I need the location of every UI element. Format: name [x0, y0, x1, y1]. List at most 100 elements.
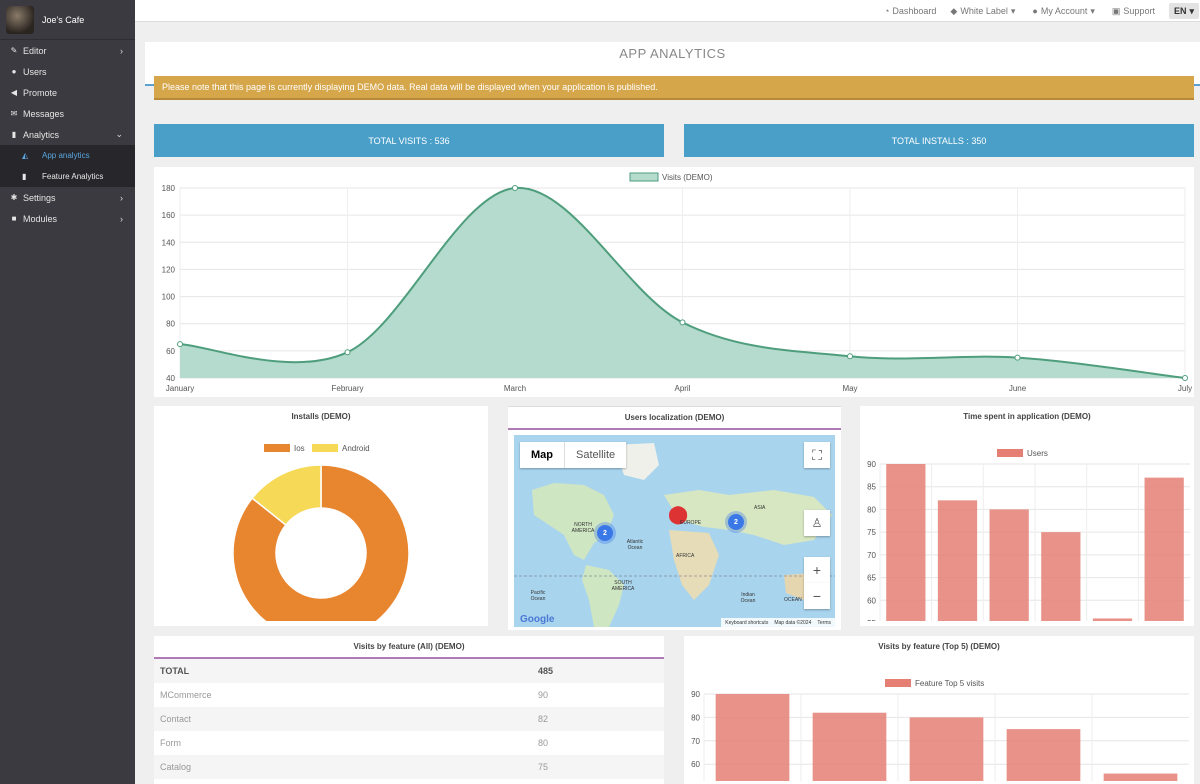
sidebar-item-promote[interactable]: ◀ Promote	[0, 82, 135, 103]
installs-panel: Installs (DEMO) Ios Android	[154, 406, 488, 642]
main-content: APP ANALYTICS Please note that this page…	[135, 22, 1200, 784]
users-icon: ●	[11, 67, 17, 76]
language-selector[interactable]: EN ▾	[1168, 3, 1199, 19]
map-label: AFRICA	[676, 553, 695, 559]
keyboard-shortcuts-link[interactable]: Keyboard shortcuts	[725, 619, 769, 626]
marker-cluster[interactable]: 2	[728, 514, 744, 530]
account-label: My Account	[1040, 6, 1088, 16]
sidebar-item-label: Messages	[23, 108, 65, 119]
y-tick-label: 70	[867, 551, 876, 560]
envelope-icon: ✉	[10, 109, 18, 118]
bar	[1092, 618, 1133, 623]
legend-swatch	[885, 679, 911, 687]
y-tick-label: 60	[166, 347, 175, 356]
y-tick-label: 90	[691, 690, 700, 699]
map-label: OCEAN	[784, 597, 802, 603]
map-footer: Keyboard shortcuts Map data ©2024 Terms	[721, 618, 835, 627]
x-tick-label: July	[1178, 384, 1192, 393]
time-spent-panel: Time spent in application (DEMO) Users 55…	[860, 406, 1194, 637]
x-tick-label: May	[842, 384, 857, 393]
bar	[715, 694, 790, 784]
y-tick-label: 140	[162, 238, 176, 247]
map-label: ASIA	[754, 505, 766, 511]
google-logo: Google	[520, 614, 555, 625]
chevron-right-icon: ›	[120, 213, 123, 224]
language-label: EN	[1173, 6, 1187, 16]
sidebar-item-analytics[interactable]: ▮ Analytics ⌄	[0, 124, 135, 145]
bar	[937, 500, 978, 623]
x-tick-label: April	[674, 384, 690, 393]
y-tick-label: 80	[691, 713, 700, 722]
fullscreen-icon[interactable]: ⛶	[804, 442, 830, 468]
y-tick-label: 80	[166, 320, 175, 329]
features-top-title: Visits by feature (Top 5) (DEMO)	[878, 642, 1000, 651]
pegman-icon[interactable]: ♙	[804, 510, 830, 536]
x-tick-label: February	[331, 384, 363, 393]
features-all-title: Visits by feature (All) (DEMO)	[154, 636, 664, 659]
tag-icon: ◆	[950, 5, 958, 16]
caret-down-icon: ▾	[1090, 5, 1095, 16]
zoom-in-button[interactable]: +	[804, 557, 830, 583]
sidebar-item-feature-analytics[interactable]: ▮ Feature Analytics	[0, 166, 135, 187]
map-panel: Users localization (DEMO) Map Satellite …	[508, 406, 841, 630]
sidebar-item-messages[interactable]: ✉ Messages	[0, 103, 135, 124]
feature-visits: 82	[538, 714, 549, 724]
y-tick-label: 60	[867, 596, 876, 605]
sidebar-item-settings[interactable]: ✱ Settings ›	[0, 187, 135, 208]
map-pin-icon[interactable]: ⬤	[668, 504, 689, 524]
sidebar-item-editor[interactable]: ✎ Editor ›	[0, 40, 135, 61]
time-spent-chart: Users55606570758085900-20s20-40s40-60s1-…	[867, 449, 1190, 637]
legend-label: Users	[1027, 449, 1048, 458]
legend-label: Ios	[294, 444, 305, 453]
dashboard-link[interactable]: ◔ Dashboard	[884, 6, 936, 16]
white-label-label: White Label	[960, 6, 1008, 16]
visits-area	[180, 187, 1185, 378]
y-tick-label: 180	[162, 184, 176, 193]
map-label: EUROPE	[680, 520, 702, 526]
map-tab[interactable]: Map	[520, 442, 565, 468]
support-link[interactable]: ▣ Support	[1112, 6, 1155, 17]
white-label-menu[interactable]: ◆ White Label ▾	[950, 6, 1018, 17]
x-tick-label: March	[504, 384, 526, 393]
feature-name: MCommerce	[160, 690, 212, 700]
brand[interactable]: Joe's Cafe	[0, 0, 135, 40]
map-label: SOUTH AMERICA	[611, 580, 635, 592]
x-tick-label: June	[1009, 384, 1027, 393]
y-tick-label: 75	[867, 528, 876, 537]
feature-name: Contact	[160, 714, 192, 724]
legend-swatch	[264, 444, 290, 452]
feature-name: Catalog	[160, 762, 192, 772]
top-links: ◔ Dashboard ◆ White Label ▾ ● My Account ▾ ▣ S…	[884, 0, 1200, 22]
total-installs-box: TOTAL INSTALLS : 350	[684, 124, 1194, 157]
brand-name: Joe's Cafe	[42, 14, 85, 25]
satellite-tab[interactable]: Satellite	[576, 449, 616, 461]
users-map[interactable]: Map Satellite ⛶ ♙ + − 2 2 ⬤ NORTH AMERIC…	[514, 435, 835, 627]
zoom-out-button[interactable]: −	[804, 583, 830, 609]
time-spent-title: Time spent in application (DEMO)	[963, 412, 1091, 421]
bar	[1103, 773, 1178, 784]
map-label: Pacific Ocean	[530, 590, 546, 602]
legend-label: Feature Top 5 visits	[915, 679, 984, 688]
sidebar-item-users[interactable]: ● Users	[0, 61, 135, 82]
map-label: Atlantic Ocean	[626, 539, 644, 551]
donut-slice	[251, 464, 322, 526]
features-table: TOTAL 485 MCommerce 90 Contact 82 Form 80 Ca…	[154, 659, 664, 779]
dashboard-label: Dashboard	[892, 6, 937, 16]
sidebar-item-modules[interactable]: ■ Modules ›	[0, 208, 135, 229]
sidebar-item-label: Promote	[23, 87, 58, 98]
visits-chart: Visits (DEMO) 40 60 80 100 120 140 160 180 Januar…	[162, 172, 1192, 393]
legend-swatch	[997, 449, 1023, 457]
y-tick-label: 100	[162, 293, 176, 302]
marker-cluster[interactable]: 2	[597, 525, 613, 541]
feature-name: Form	[160, 738, 181, 748]
cubes-icon: ■	[11, 214, 17, 223]
sidebar-item-app-analytics[interactable]: ◭ App analytics	[0, 145, 135, 166]
account-menu[interactable]: ● My Account ▾	[1032, 6, 1098, 17]
map-title: Users localization (DEMO)	[508, 407, 841, 430]
table-row: Catalog 75	[154, 755, 664, 779]
sidebar-item-label: Modules	[23, 213, 58, 224]
sidebar-item-label: Settings	[23, 192, 56, 203]
terms-link[interactable]: Terms	[817, 619, 831, 626]
map-type-tabs: Map Satellite	[520, 442, 627, 468]
